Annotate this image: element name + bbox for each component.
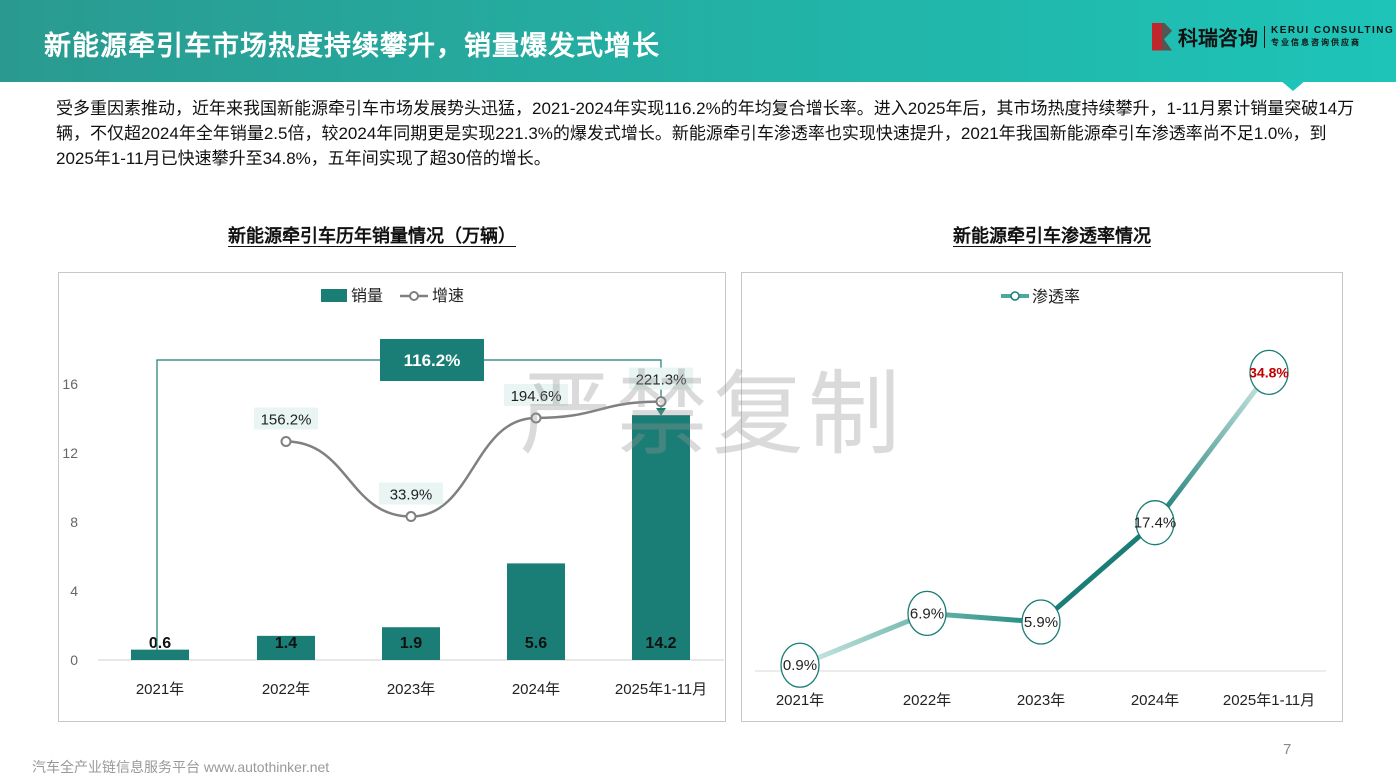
x-tick-label: 2022年 [903,692,951,709]
footer-text: 汽车全产业链信息服务平台 www.autothinker.net [32,759,330,775]
legend-growth-label: 增速 [432,287,464,305]
growth-marker [530,412,542,424]
growth-label-bg [254,407,318,430]
bar-data-label: 0.6 [149,635,171,652]
legend-line-marker [409,291,419,301]
penetration-chart-title: 新能源牵引车渗透率情况 [953,226,1151,246]
header-bar: 新能源牵引车市场热度持续攀升，销量爆发式增长 科瑞咨询 KERUI CONSUL… [0,0,1396,82]
x-tick-label: 2024年 [1131,692,1179,709]
penetration-data-label: 17.4% [1134,515,1177,532]
logo-en-text: KERUI CONSULTING 专业信息咨询供应商 [1271,24,1395,47]
growth-label-bg [379,482,443,505]
growth-data-label: 33.9% [390,487,433,504]
penetration-data-label: 0.9% [783,657,817,674]
page-title: 新能源牵引车市场热度持续攀升，销量爆发式增长 [44,31,660,61]
arrow-icon [656,408,666,416]
legend-penetration-label: 渗透率 [1032,288,1080,306]
kerui-logo: 科瑞咨询 KERUI CONSULTING 专业信息咨询供应商 [1152,22,1394,51]
y-tick-label: 16 [62,376,78,392]
x-tick-label: 2021年 [136,681,184,698]
x-tick-label: 2025年1-11月 [1223,692,1315,709]
sales-chart-panel [58,272,726,722]
logo-icon [1152,22,1172,51]
growth-data-label: 156.2% [261,412,312,429]
penetration-marker [1135,500,1175,546]
y-tick-label: 8 [70,514,78,530]
x-tick-label: 2023年 [1017,692,1065,709]
logo-divider [1264,25,1265,48]
bar-data-label: 5.6 [525,635,547,652]
x-tick-label: 2025年1-11月 [615,681,707,698]
cagr-label: 116.2% [404,351,461,370]
growth-data-label: 221.3% [636,372,687,389]
penetration-data-label: 5.9% [1024,614,1058,631]
legend-sales-label: 销量 [351,287,383,305]
penetration-line-segment [1039,520,1157,624]
growth-line [285,400,662,518]
bar-sales [257,635,315,660]
penetration-data-label: 6.9% [910,605,944,622]
growth-marker [280,436,292,448]
penetration-data-label: 34.8% [1249,364,1289,380]
x-tick-label: 2024年 [512,681,560,698]
y-tick-label: 12 [62,445,78,461]
penetration-chart-panel [741,272,1343,722]
growth-marker [405,511,417,523]
header-notch [1280,80,1306,91]
logo-cn-text: 科瑞咨询 [1178,28,1258,50]
intro-paragraph: 受多重因素推动，近年来我国新能源牵引车市场发展势头迅猛，2021-2024年实现… [56,99,1355,168]
growth-data-label: 194.6% [511,388,562,405]
bar-data-label: 1.9 [400,635,422,652]
penetration-marker [907,590,947,637]
x-tick-label: 2022年 [262,681,310,698]
growth-marker [655,396,667,408]
penetration-marker [1249,349,1289,396]
cagr-badge [380,339,484,381]
penetration-marker [780,642,820,688]
bar-sales [632,415,690,660]
growth-label-bg [629,367,693,390]
penetration-line-segment [1153,370,1271,525]
y-tick-label: 0 [70,652,78,668]
watermark: 严禁复制 [520,364,905,466]
legend-bar-swatch [321,289,347,302]
y-tick-label: 4 [70,583,78,599]
bar-sales [131,649,189,660]
bar-data-label: 1.4 [275,635,297,652]
bar-data-label: 14.2 [645,635,676,652]
legend-line-marker [1010,291,1020,301]
x-tick-label: 2023年 [387,681,435,698]
sales-chart-title: 新能源牵引车历年销量情况（万辆） [228,226,516,246]
bar-sales [507,563,565,660]
growth-label-bg [504,383,568,406]
page-number: 7 [1283,741,1292,758]
penetration-line-segment [799,611,928,668]
x-tick-label: 2021年 [776,692,824,709]
penetration-marker [1021,599,1061,645]
bar-sales [382,627,440,660]
